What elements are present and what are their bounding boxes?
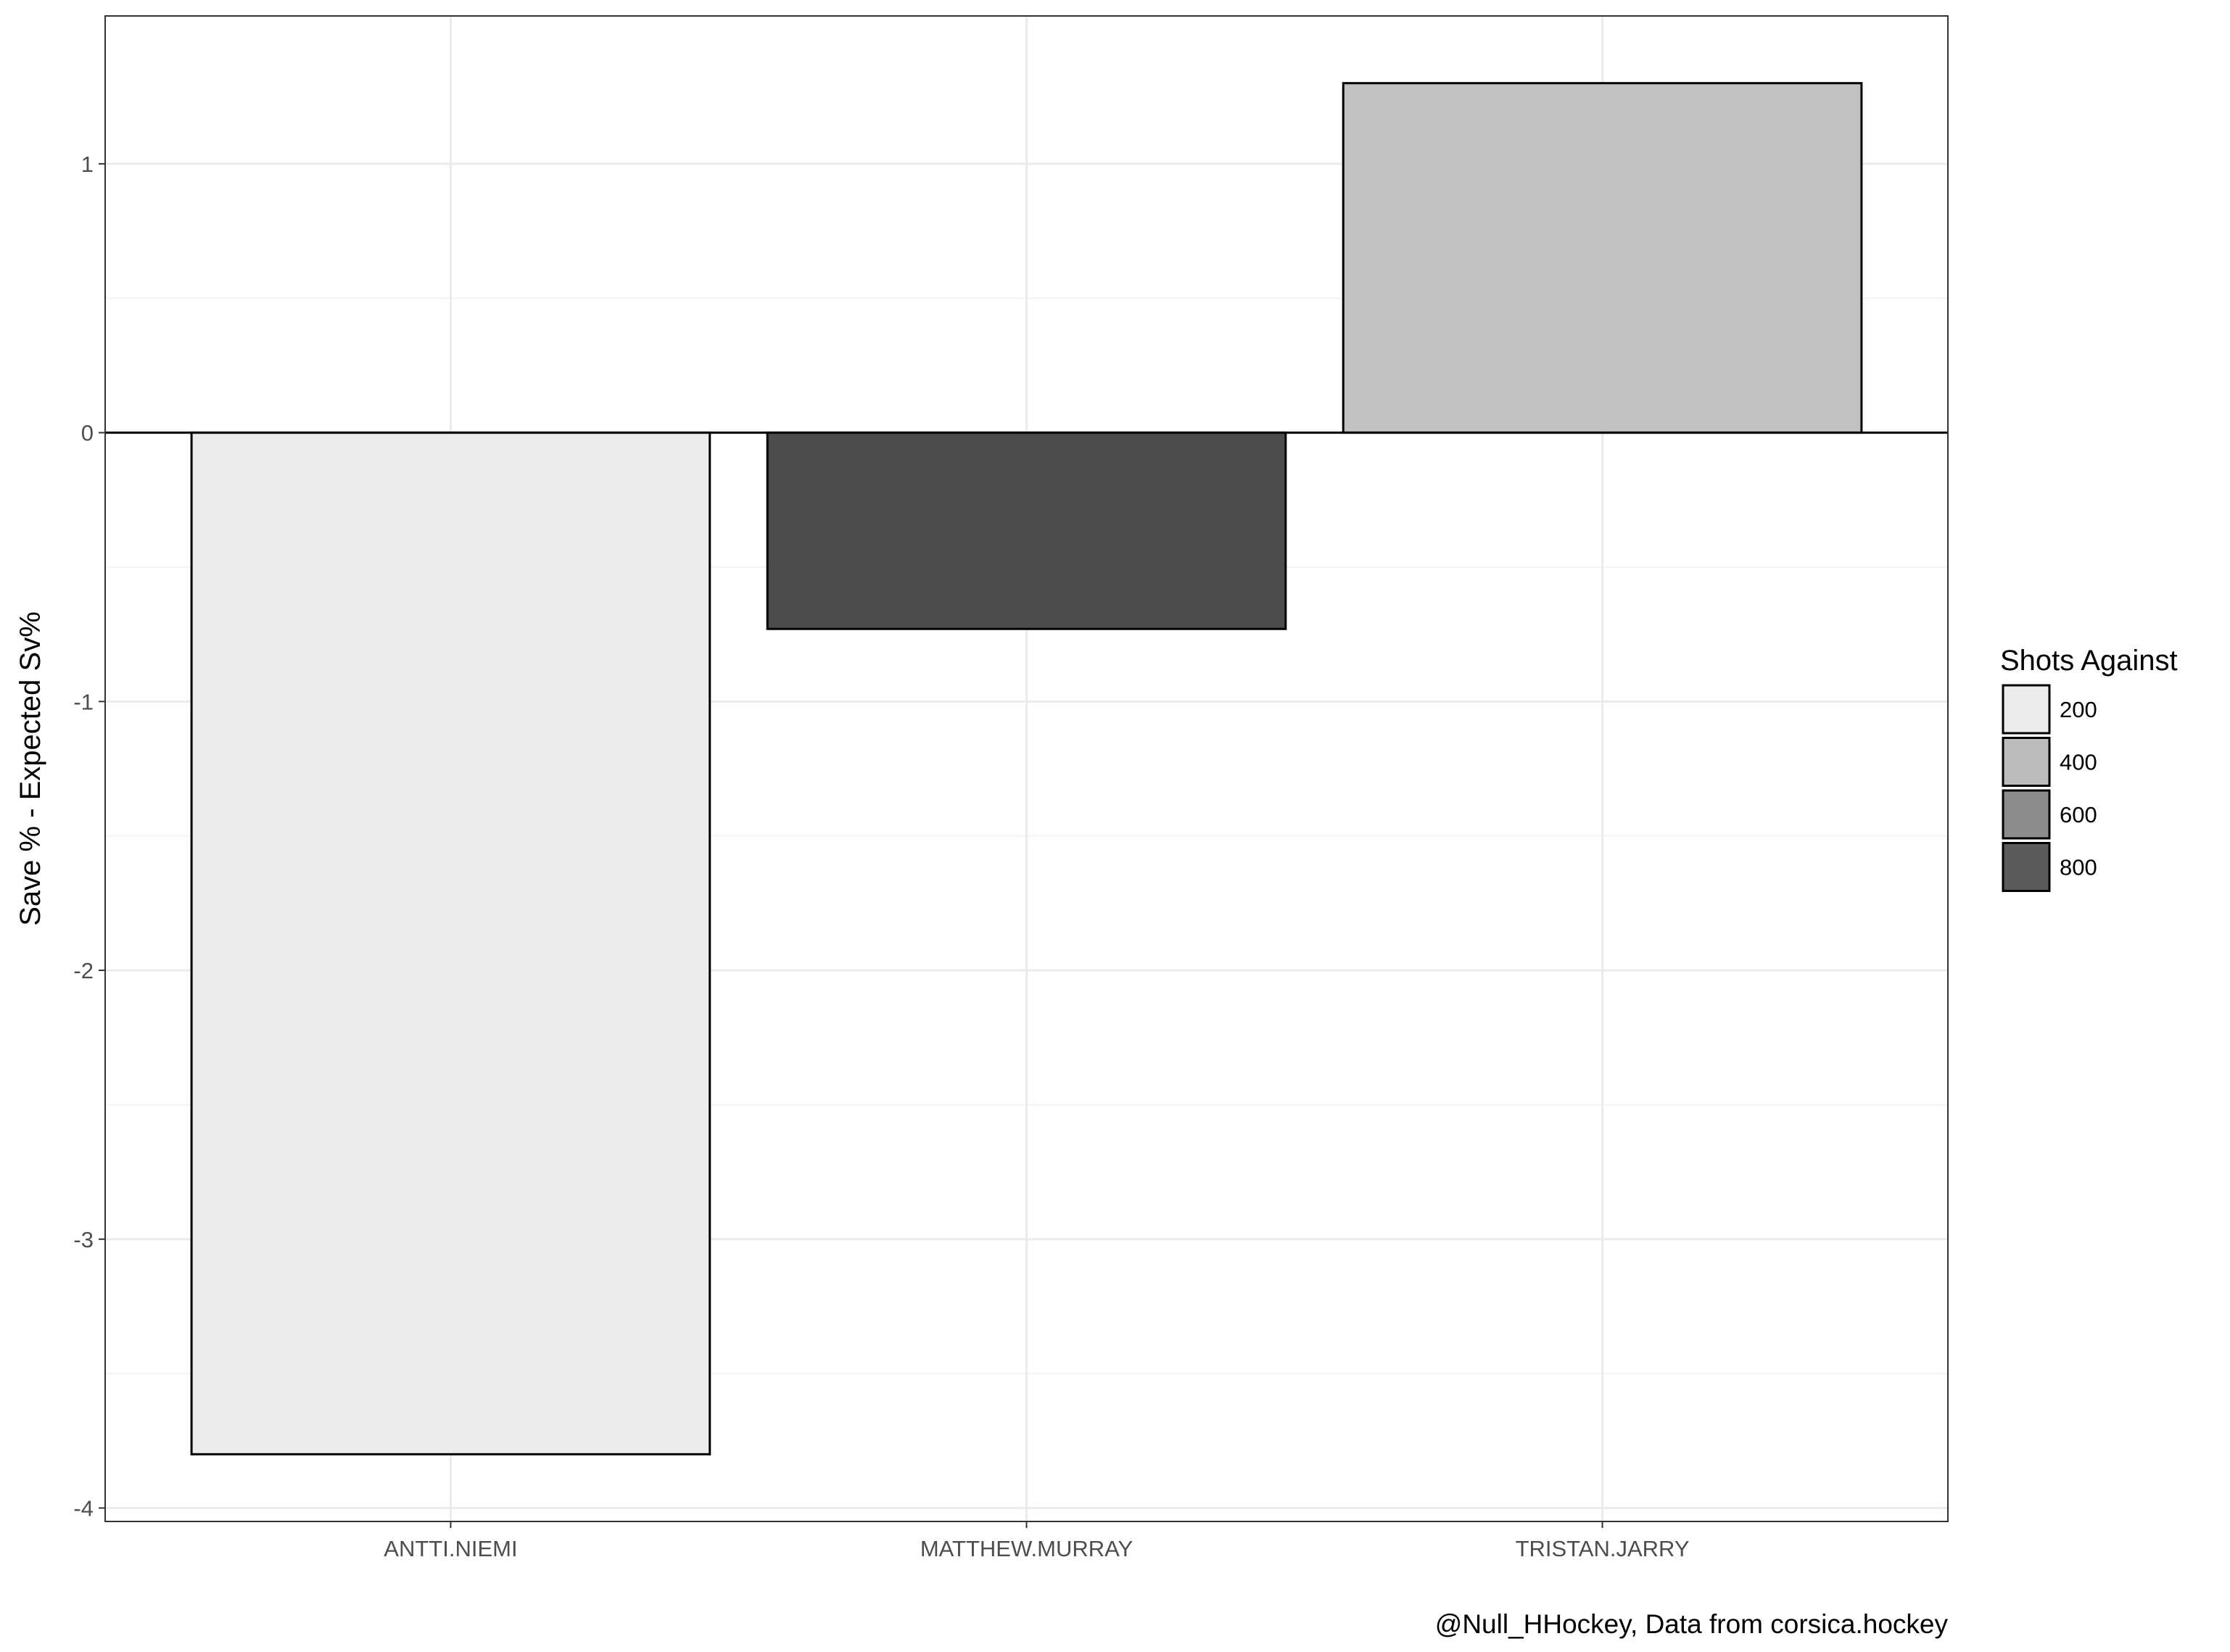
legend-label: 400 [2060,750,2097,775]
legend-label: 800 [2060,855,2097,880]
y-tick-label: -1 [73,689,94,714]
bars [190,82,1863,1455]
legend-key [2002,684,2051,735]
y-tick-label: 1 [81,152,94,177]
legend-key [2002,789,2051,840]
legend-label: 600 [2060,802,2097,827]
x-tick-label: ANTTI.NIEMI [384,1536,517,1561]
y-tick-label: -3 [73,1227,94,1252]
bar-matthew-murray [766,431,1287,630]
legend-label: 200 [2060,697,2097,722]
y-axis: -4 -3 -2 -1 0 1 [73,152,105,1521]
legend: Shots Against 200 400 600 800 [2000,645,2178,892]
bar-tristan-jarry [1342,82,1863,434]
x-tick-label: MATTHEW.MURRAY [920,1536,1133,1561]
y-axis-title: Save % - Expected Sv% [15,611,46,926]
x-axis: ANTTI.NIEMI MATTHEW.MURRAY TRISTAN.JARRY [384,1521,1690,1561]
y-tick-label: -4 [73,1495,94,1521]
y-tick-label: 0 [81,421,94,446]
bar-antti-niemi [190,431,711,1455]
caption: @Null_HHockey, Data from corsica.hockey [1435,1609,1949,1639]
x-tick-label: TRISTAN.JARRY [1516,1536,1690,1561]
legend-key [2002,842,2051,892]
legend-title: Shots Against [2000,645,2178,677]
legend-key [2002,737,2051,787]
y-tick-label: -2 [73,958,94,983]
